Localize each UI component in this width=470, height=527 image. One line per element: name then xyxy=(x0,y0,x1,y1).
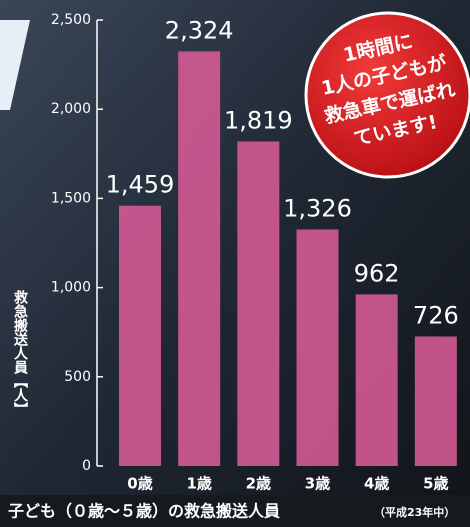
value-label: 962 xyxy=(354,259,400,287)
bar xyxy=(237,141,279,466)
chart: 1時間に1人の子どもが救急車で運ばれています! 救急搬送人員【人】 子ども（０歳… xyxy=(0,0,470,527)
bar xyxy=(415,336,457,466)
x-tick-label: 3歳 xyxy=(305,475,330,493)
y-tick-label: 2,000 xyxy=(51,101,91,117)
y-tick-label: 1,000 xyxy=(51,280,91,296)
value-label: 1,819 xyxy=(224,106,293,134)
y-tick-label: 1,500 xyxy=(51,190,91,206)
y-tick-label: 0 xyxy=(82,458,91,474)
x-tick-label: 2歳 xyxy=(246,475,271,493)
bar xyxy=(119,206,161,466)
value-label: 726 xyxy=(413,301,459,329)
x-tick-label: 5歳 xyxy=(423,475,448,493)
x-tick-label: 1歳 xyxy=(186,475,211,493)
y-axis-label: 救急搬送人員【人】 xyxy=(12,289,29,416)
x-axis-label: 子ども（０歳～５歳）の救急搬送人員 xyxy=(8,502,280,521)
value-label: 1,459 xyxy=(106,171,175,199)
x-axis-note: （平成23年中） xyxy=(374,505,455,519)
y-tick-label: 500 xyxy=(64,369,91,385)
value-label: 2,324 xyxy=(165,16,234,44)
value-label: 1,326 xyxy=(283,194,352,222)
bar xyxy=(356,294,398,466)
y-tick-label: 2,500 xyxy=(51,12,91,28)
x-tick-label: 4歳 xyxy=(364,475,389,493)
bar xyxy=(297,229,339,466)
bar xyxy=(178,51,220,466)
x-tick-label: 0歳 xyxy=(127,475,152,493)
